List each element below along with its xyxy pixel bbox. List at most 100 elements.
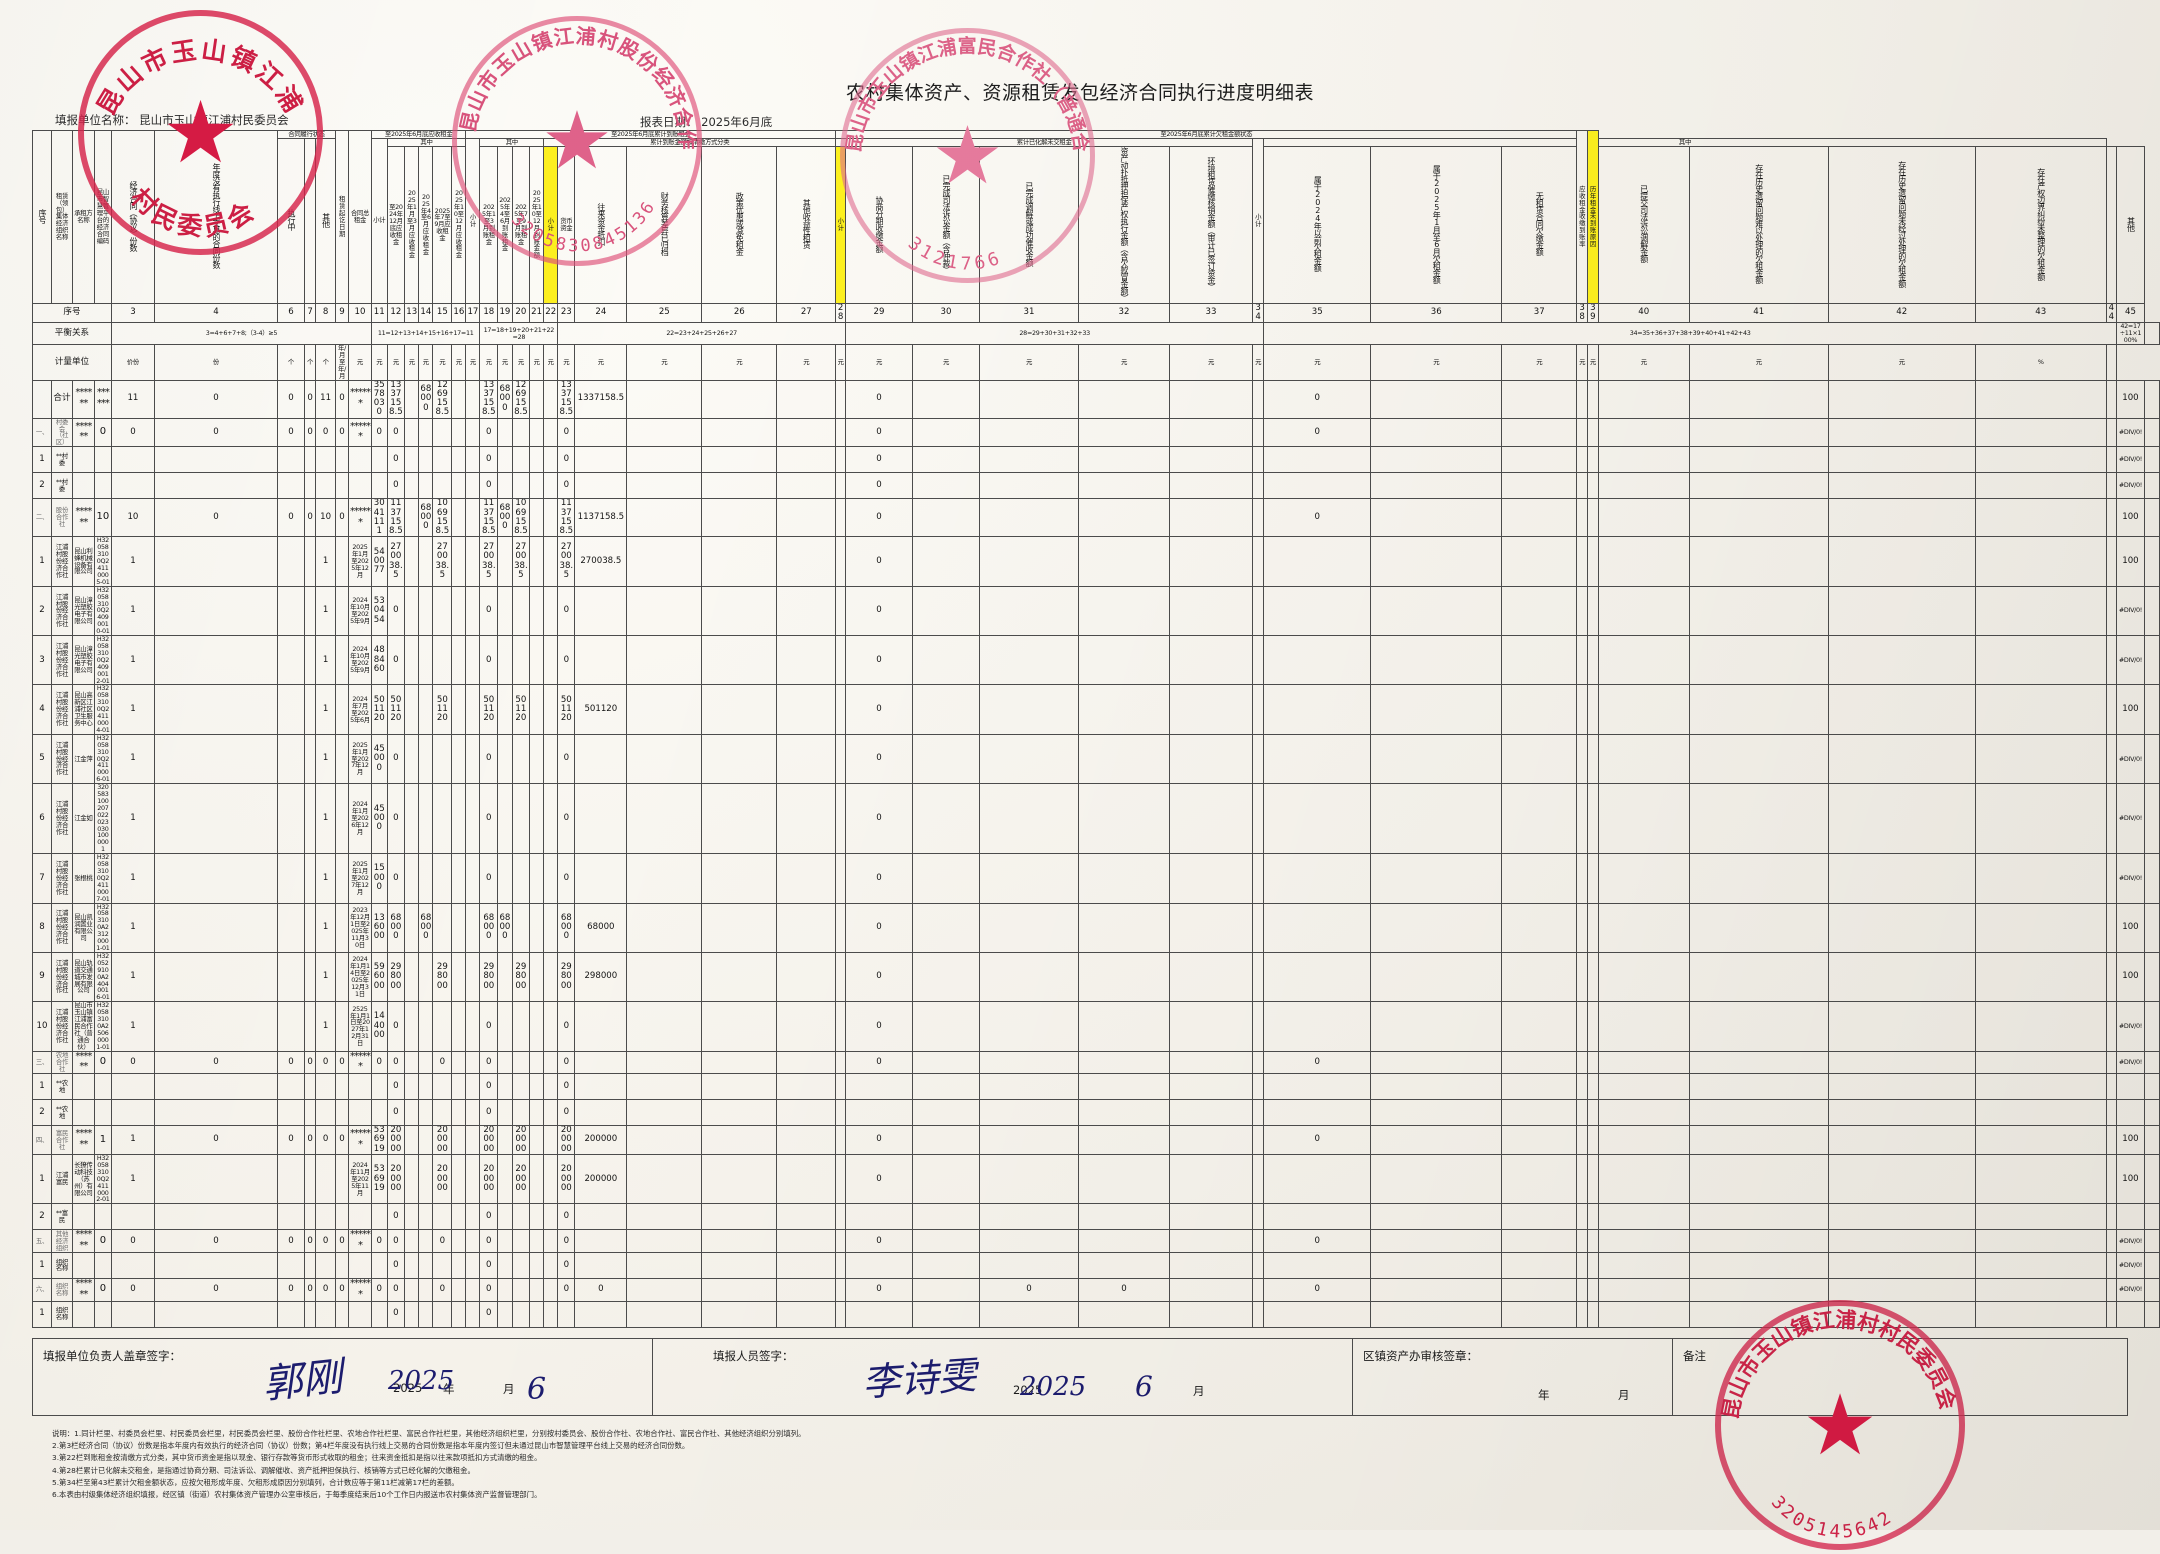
- cell-c35: [1370, 536, 1503, 587]
- cell-r16: [465, 446, 481, 474]
- table-row[interactable]: 三、 农地合作社 ****** 0 0 0 0 0 0 0 ****** 0 0 0 0 0 0 0 #DIV/0!: [32, 1050, 2160, 1075]
- cell-r20: [529, 1050, 545, 1075]
- cell-c42: [1974, 853, 2107, 904]
- th-rcv-q2: 2025年4至6月到账租金: [497, 145, 513, 304]
- cell-c9: [335, 1300, 349, 1328]
- table-row[interactable]: 5 江浦村股份经济合作社 江金萍 H320583100Q24110006-01 1 1 20…: [32, 733, 2160, 785]
- unit-yuan: 元: [626, 344, 703, 381]
- cell-c32: [1169, 417, 1254, 448]
- cell-c25: [701, 536, 778, 587]
- cell-c35: [1370, 1203, 1503, 1231]
- cell-r14: 298000: [432, 951, 453, 1003]
- cell-c7: [303, 733, 317, 785]
- cell-c26: [776, 1300, 837, 1328]
- table-row[interactable]: 7 江浦村股份经济合作社 张根桃 H320583100Q24110007-01 1 1 20…: [32, 853, 2160, 904]
- cell-reason: [2143, 1277, 2160, 1302]
- table-row[interactable]: 一、 村委会（社区） ****** 0 0 0 0 0 0 0 ****** 0 0 0 0 0 0 #DIV/0…: [32, 417, 2160, 448]
- cell-c25: [701, 684, 778, 735]
- cell-r13: [418, 446, 434, 474]
- cell-c40: [1688, 472, 1829, 500]
- cell-c43: [2105, 1277, 2117, 1302]
- table-row[interactable]: 四、 富民合作社 ****** 1 1 0 0 0 0 0 ****** 536919 200000 20…: [32, 1125, 2160, 1155]
- cell-c37: [1576, 951, 1588, 1003]
- cell-cls_cash: [574, 1099, 628, 1127]
- table-row[interactable]: 1 组织名称 0 0: [32, 1300, 2160, 1328]
- cell-ar_sub: [1263, 635, 1372, 686]
- cell-cls_sub: 0: [557, 1203, 576, 1231]
- cell-lessee: 昆山轨道交通城市发展有限公司: [71, 951, 95, 1003]
- table-row[interactable]: 9 江浦村股份经济合作社 昆山轨道交通城市发展有限公司 H320529100A2404…: [32, 951, 2160, 1003]
- table-row[interactable]: 10 江浦村股份经济合作社 昆山市玉山镇江浦富民合作社（普通合伙） H32058310…: [32, 1001, 2160, 1052]
- cell-c6: [276, 1203, 305, 1231]
- cell-c32: [1169, 1001, 1254, 1052]
- cell-r16: [465, 1125, 481, 1155]
- table-row[interactable]: 1 **村委 0 0 0 0 #DIV/0!: [32, 446, 2160, 474]
- cell-r18: [497, 684, 513, 735]
- cell-c4: 0: [153, 379, 278, 419]
- table-row[interactable]: 4 江浦村股份经济合作社 昆山高新区江浦社区卫生服务中心 H320583100Q241…: [32, 684, 2160, 735]
- footnotes: 说明：1.同计栏里、村委员会栏里、村民委员会栏里，村民委员会栏里、股份合作社栏里…: [52, 1428, 2112, 1501]
- cell-recv_sub: 0: [386, 853, 406, 904]
- cell-r12: [404, 1050, 420, 1075]
- cell-lessee: [71, 1251, 95, 1279]
- cell-rs_sub: 0: [845, 472, 914, 500]
- th-among-which-3: 其中: [1263, 137, 2107, 147]
- cell-cls_sub: 1137158.5: [557, 498, 576, 538]
- th-cls-offset: 往来资金抵扣: [574, 145, 628, 304]
- cell-c29: [912, 1251, 981, 1279]
- cell-c26: [776, 902, 837, 953]
- cell-c24: [626, 1251, 703, 1279]
- cell-c27: [835, 1300, 847, 1328]
- table-row[interactable]: 2 **农地 0 0 0: [32, 1099, 2160, 1127]
- table-row[interactable]: 1 **农地 0 0 0: [32, 1073, 2160, 1101]
- table-row[interactable]: 3 江浦村股份经济合作社 昆山漳光塑胶电子有限公司 H320583100Q240900…: [32, 635, 2160, 686]
- table-row[interactable]: 1 江浦村股份经济合作社 昆山利蜂机械设备有限公司 H320583100Q241100…: [32, 536, 2160, 587]
- cell-c33: [1252, 1300, 1265, 1328]
- cell-cls_sub: 0: [557, 417, 576, 448]
- cell-r14: [432, 446, 453, 474]
- cell-c6: [276, 783, 305, 855]
- cell-c27: [835, 1099, 847, 1127]
- table-row[interactable]: 2 江浦村股份经济合作社 昆山漳光塑胶电子有限公司 H320583100Q240900…: [32, 585, 2160, 637]
- cell-r15: [451, 783, 467, 855]
- cell-code: H320583100A25060001-01: [93, 1001, 112, 1052]
- cell-r15: [451, 417, 467, 448]
- cell-c39: [1597, 783, 1690, 855]
- cell-c9: [335, 853, 349, 904]
- cell-c27: [835, 536, 847, 587]
- cell-c4: [153, 536, 278, 587]
- th-recv-q1: 2025年1月至3月应收租金: [404, 145, 420, 304]
- table-row[interactable]: 1 江浦富民 长獠传动科技（苏州）有限公司 H320583100Q24110002-0…: [32, 1153, 2160, 1205]
- cell-c33: [1252, 635, 1265, 686]
- cell-r20: [529, 635, 545, 686]
- unit-yuan: 元: [845, 344, 914, 381]
- cell-period: ******: [347, 1125, 372, 1155]
- table-row[interactable]: 合计 ****** ****** 11 0 0 0 11 0 ****** 3578030 13371…: [32, 379, 2160, 419]
- table-row[interactable]: 1 组织名称 0 0 0 #DIV/0!: [32, 1251, 2160, 1279]
- cell-c43: [2105, 1001, 2117, 1052]
- cell-c8: 1: [315, 635, 337, 686]
- cell-total_rent: 15000: [370, 853, 388, 904]
- footnote-2: 2.第3栏经济合同（协议）份数是指本年度内有效执行的经济合同（协议）份数；第4栏…: [52, 1441, 690, 1451]
- cell-reason: [2143, 1099, 2160, 1127]
- cell-r15: [451, 1300, 467, 1328]
- page-title: 农村集体资产、资源租赁发包经济合同执行进度明细表: [845, 82, 1314, 104]
- table-row[interactable]: 2 **村委 0 0 0 0 #DIV/0!: [32, 472, 2160, 500]
- table-row[interactable]: 二、 股份合作社 ****** 10 10 0 0 0 10 0 ****** 3041111 1137…: [32, 498, 2160, 538]
- cell-rs_sub: 0: [845, 1050, 914, 1075]
- cell-c6: [276, 733, 305, 785]
- cell-reason: [2143, 1300, 2160, 1328]
- table-row[interactable]: 2 **富民 0 0 0: [32, 1203, 2160, 1231]
- cell-c42: [1974, 733, 2107, 785]
- cell-seq: 3: [32, 635, 52, 686]
- unit-cnt: 个: [303, 344, 317, 381]
- table-row[interactable]: 6 江浦村股份经济合作社 江金如 320583100207022023030 1000…: [32, 783, 2160, 855]
- cell-reason: [2143, 1050, 2160, 1075]
- cell-rate: 100: [2115, 684, 2145, 735]
- table-row[interactable]: 8 江浦村股份经济合作社 昆山凯润置业有限公司 H320583100A23120001…: [32, 902, 2160, 953]
- cell-c24: [626, 635, 703, 686]
- cell-c40: [1688, 902, 1829, 953]
- cell-c9: [335, 536, 349, 587]
- table-row[interactable]: 五、 其他经济组织 ****** 0 0 0 0 0 0 0 ****** 0 0 0 0 0 0 0 #DIV/0…: [32, 1229, 2160, 1253]
- table-row[interactable]: 六、 组织名称 ****** 0 0 0 0 0 0 0 ****** 0 0 0 0 0 0 0 0 0 0 #DIV/…: [32, 1277, 2160, 1302]
